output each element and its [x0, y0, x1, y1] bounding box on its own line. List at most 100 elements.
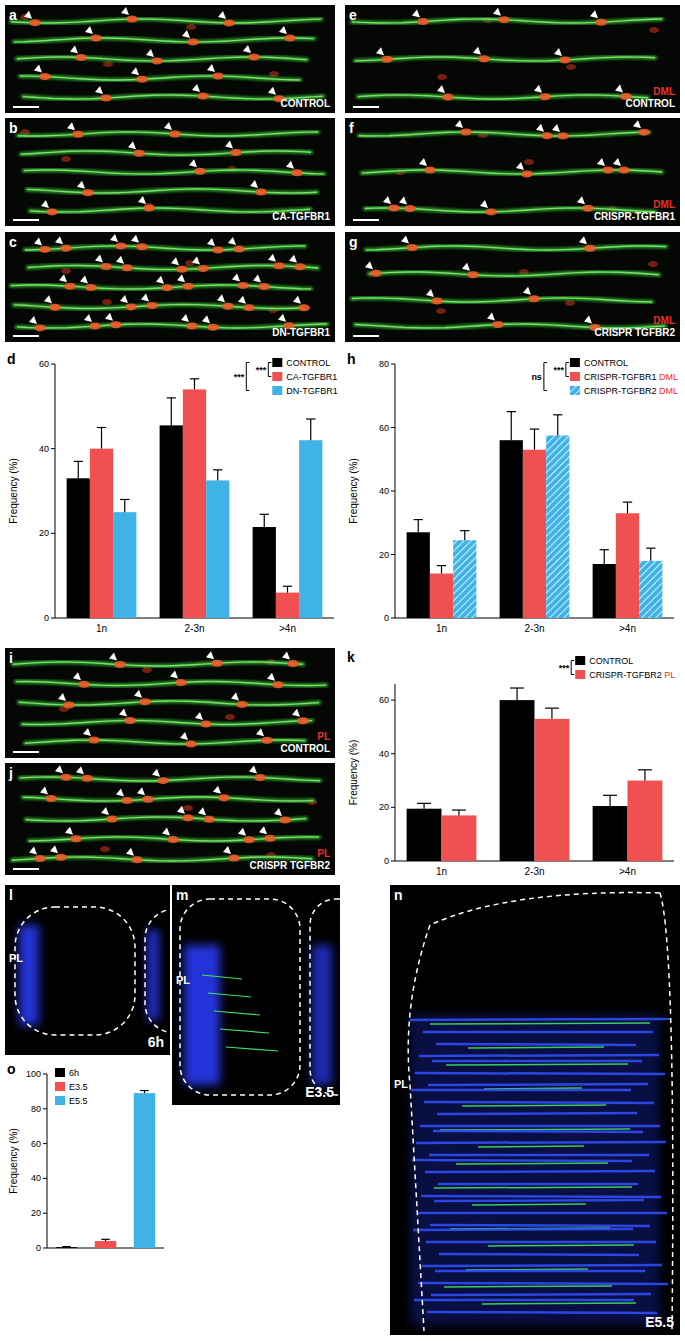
nucleus: [100, 263, 112, 270]
micrograph: bCA-TGFBR1: [5, 118, 335, 226]
fiber-core: [359, 132, 649, 136]
fiber: [27, 189, 317, 193]
arrowhead: [126, 848, 134, 856]
green-streak: [472, 1204, 586, 1205]
micrograph-background: [5, 232, 335, 342]
panel-tag: PL: [176, 974, 190, 986]
micrograph-content: [18, 122, 324, 215]
legend-swatch: [575, 670, 585, 679]
panel-tag: DML: [653, 86, 675, 97]
nucleus: [258, 283, 270, 290]
micrograph-content: [408, 893, 673, 1331]
micrograph-background: [390, 885, 680, 1335]
nucleus: [63, 701, 75, 708]
arrowhead: [85, 26, 93, 34]
fiber: [20, 76, 300, 80]
blue-streak: [426, 1241, 656, 1244]
arrowhead: [138, 196, 146, 204]
background-nucleus: [269, 71, 279, 77]
nucleus: [185, 740, 197, 747]
y-tick-label: 60: [379, 423, 389, 433]
nucleus: [294, 263, 306, 270]
arrowhead: [223, 846, 231, 854]
bar: [67, 478, 90, 618]
y-tick-label: 0: [384, 613, 389, 623]
blue-streak: [410, 1019, 670, 1020]
arrowhead: [225, 141, 233, 149]
arrowhead: [58, 693, 66, 701]
error-cap: [306, 418, 315, 419]
legend-swatch: [570, 372, 580, 381]
x-tick-label: 2-3n: [524, 623, 544, 634]
error-bar: [260, 514, 269, 527]
nucleus: [492, 321, 504, 328]
legend-swatch: [570, 386, 580, 395]
panel-condition: CONTROL: [626, 98, 675, 109]
error-cap: [510, 687, 524, 688]
arrowhead: [207, 64, 215, 72]
error-cap: [260, 514, 269, 515]
y-tick-label: 80: [379, 359, 389, 369]
arrowhead: [177, 274, 185, 282]
x-tick-label: 1n: [436, 866, 447, 877]
x-tick-label: 2-3n: [524, 866, 544, 877]
error-cap: [545, 708, 559, 709]
nucleus: [176, 266, 188, 273]
glow: [312, 945, 332, 1085]
arrowhead: [487, 313, 495, 321]
arrowhead: [55, 765, 63, 773]
significance-label: ***: [256, 365, 267, 375]
error-cap: [460, 530, 469, 531]
nucleus: [404, 205, 416, 212]
nucleus: [126, 16, 138, 23]
y-tick: [391, 700, 395, 701]
nucleus: [528, 295, 540, 302]
significance-bracket: [544, 363, 547, 391]
error-cap: [283, 586, 292, 587]
micrograph: aCONTROL: [5, 5, 335, 113]
fiber-core: [23, 797, 313, 801]
nucleus: [498, 16, 510, 23]
arrowhead: [84, 314, 92, 322]
error-bar: [190, 379, 199, 390]
nucleus: [175, 679, 187, 686]
fiber: [21, 151, 311, 155]
arrowhead: [59, 274, 67, 282]
arrowhead: [243, 45, 251, 53]
error-stem: [171, 398, 172, 426]
legend: CONTROLCA-TGFBR1DN-TGFBR1: [272, 358, 338, 396]
nucleus: [595, 19, 607, 26]
arrowhead: [293, 296, 301, 304]
nucleus: [194, 168, 206, 175]
error-bar: [101, 1239, 110, 1241]
nucleus: [261, 737, 273, 744]
figure: aCONTROLbCA-TGFBR1cDN-TGFBR1eCONTROLDMLf…: [0, 0, 685, 1341]
fiber-core: [358, 95, 648, 99]
arrowhead: [55, 236, 63, 244]
arrowhead: [615, 84, 623, 92]
green-streak: [446, 1064, 628, 1065]
nucleus: [638, 129, 650, 136]
error-stem: [464, 531, 465, 541]
error-cap: [530, 428, 539, 429]
arrowhead: [577, 196, 585, 204]
micrograph-content: [12, 765, 320, 863]
arrowhead: [131, 235, 139, 243]
fiber-core: [21, 151, 311, 155]
blue-streak: [422, 1265, 662, 1266]
panel-condition: CONTROL: [281, 743, 330, 754]
chart: hFrequency (%)0204060801n2-3n>4nCONTROLC…: [347, 351, 678, 634]
arrowhead: [282, 652, 290, 660]
arrowhead: [181, 314, 189, 322]
nucleus: [151, 57, 163, 64]
nucleus: [81, 775, 93, 782]
error-bar: [74, 461, 83, 478]
green-streak: [208, 993, 251, 997]
green-streak: [214, 1011, 260, 1015]
error-cap: [623, 502, 632, 503]
panel-letter: o: [7, 1061, 16, 1077]
arrowhead: [268, 87, 276, 95]
bar: [299, 440, 322, 618]
arrowhead: [249, 765, 257, 773]
arrowhead: [286, 161, 294, 169]
